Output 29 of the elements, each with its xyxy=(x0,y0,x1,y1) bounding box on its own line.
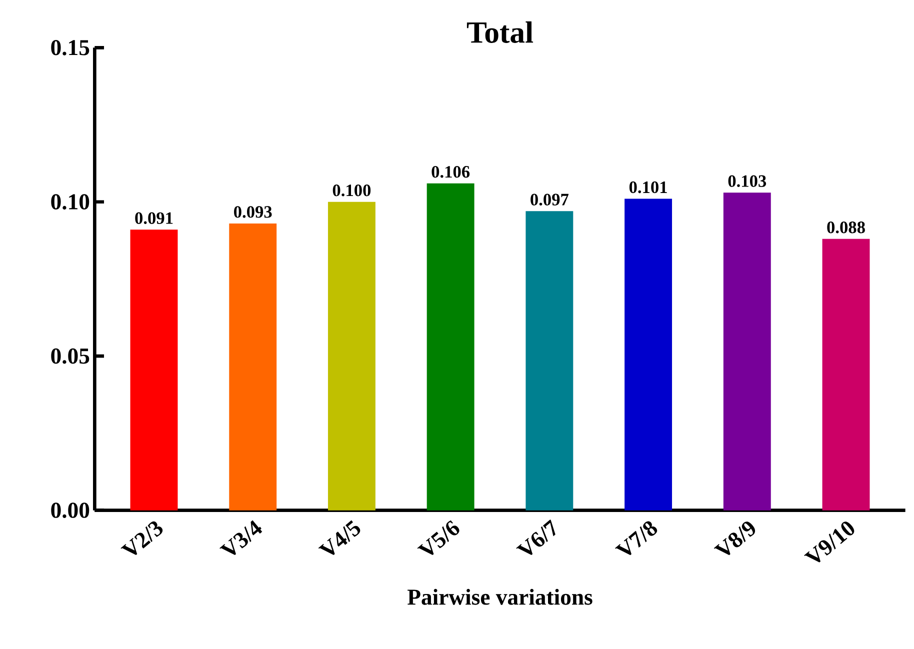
bar xyxy=(130,230,178,510)
x-tick-label: V8/9 xyxy=(714,522,756,556)
y-tick-label: 0.10 xyxy=(51,194,90,210)
data-label: 0.088 xyxy=(827,222,865,234)
x-tick-label: V3/4 xyxy=(220,520,262,556)
data-label: 0.100 xyxy=(332,184,371,196)
bar xyxy=(526,211,574,510)
y-tick-label: 0.00 xyxy=(51,502,90,518)
bar xyxy=(328,202,376,510)
x-axis-title: Pairwise variations xyxy=(408,588,592,605)
bar xyxy=(229,223,277,510)
data-label: 0.093 xyxy=(234,206,272,218)
x-tick-label: V2/3 xyxy=(120,521,163,556)
y-tick-label: 0.15 xyxy=(51,40,90,56)
bar xyxy=(723,192,771,510)
bar xyxy=(624,198,672,510)
bar xyxy=(822,238,870,510)
data-label: 0.106 xyxy=(432,166,470,178)
x-tick-label: V6/7 xyxy=(516,519,556,556)
y-tick-label: 0.05 xyxy=(51,348,90,364)
bar xyxy=(426,183,474,510)
data-label: 0.097 xyxy=(530,194,568,206)
data-label: 0.091 xyxy=(135,212,173,224)
x-tick-label: V5/6 xyxy=(417,520,460,556)
chart-title: Total xyxy=(466,21,534,43)
x-tick-label: V7/8 xyxy=(615,521,658,556)
data-label: 0.101 xyxy=(629,181,667,194)
x-tick-label: V4/5 xyxy=(318,520,360,555)
data-label: 0.103 xyxy=(728,175,766,188)
